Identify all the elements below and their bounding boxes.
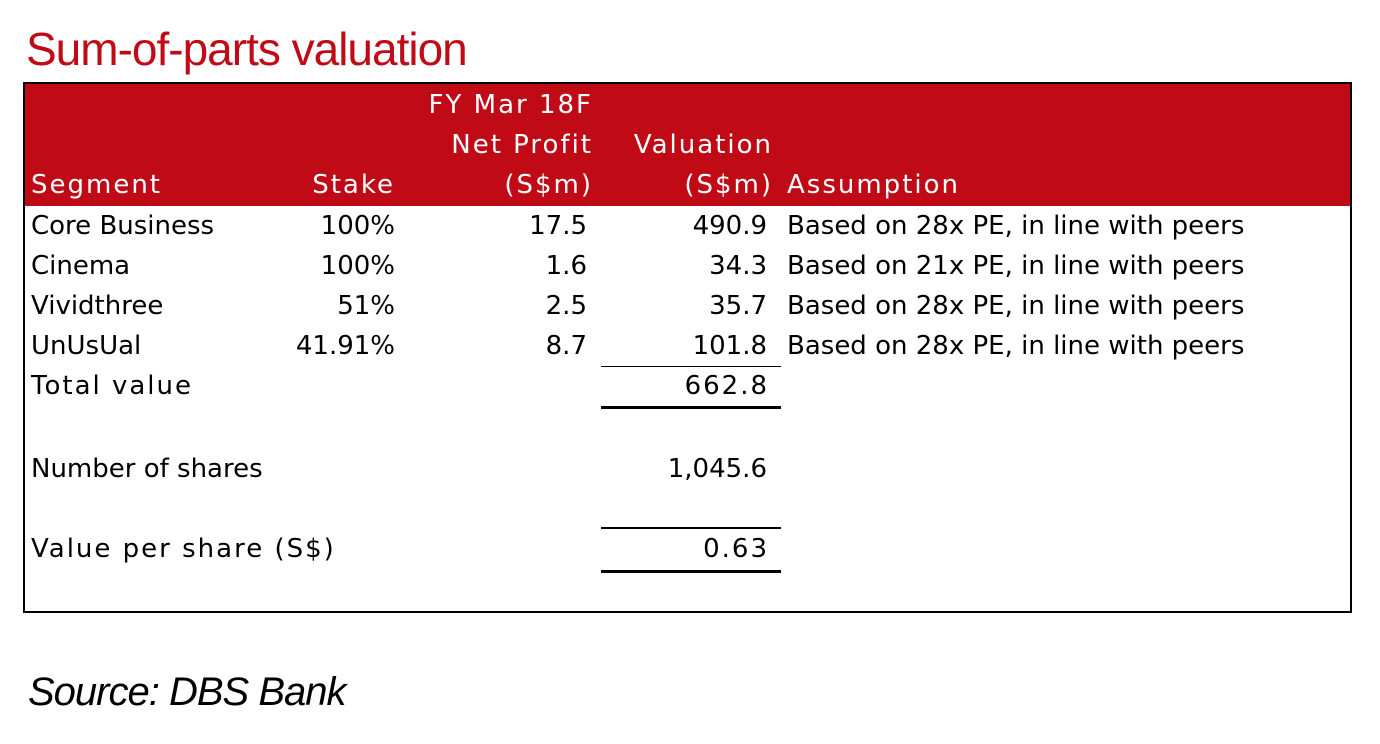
per-share-value: 0.63 [703,534,769,564]
header-net-profit-line1: FY Mar 18F [428,90,593,120]
table-header: FY Mar 18F Net Profit (S$m) Valuation (S… [25,84,1350,206]
segment-cell: Cinema [31,251,131,281]
page-title: Sum-of-parts valuation [26,23,468,75]
net-profit-cell: 8.7 [545,331,587,361]
assumption-cell: Based on 28x PE, in line with peers [787,331,1245,361]
header-valuation-line1: Valuation [633,130,773,160]
header-net-profit-line2: Net Profit [451,130,593,160]
header-valuation-line2: (S$m) [684,170,773,200]
segment-cell: Vividthree [31,291,164,321]
valuation-cell: 34.3 [709,251,767,281]
per-share-top-rule [601,527,781,529]
valuation-table: FY Mar 18F Net Profit (S$m) Valuation (S… [23,82,1352,613]
total-bottom-rule [601,406,781,409]
source-note: Source: DBS Bank [28,670,346,714]
header-segment: Segment [31,170,162,200]
stake-cell: 100% [320,211,395,241]
net-profit-cell: 1.6 [545,251,587,281]
header-assumption: Assumption [787,170,960,200]
assumption-cell: Based on 28x PE, in line with peers [787,211,1245,241]
stake-cell: 100% [320,251,395,281]
per-share-label: Value per share (S$) [31,534,336,564]
header-net-profit-line3: (S$m) [504,170,593,200]
net-profit-cell: 2.5 [545,291,587,321]
header-stake: Stake [312,170,395,200]
per-share-bottom-rule [601,570,781,573]
assumption-cell: Based on 21x PE, in line with peers [787,251,1245,281]
shares-label: Number of shares [31,454,263,484]
segment-cell: Core Business [31,211,215,241]
total-value: 662.8 [684,371,769,401]
valuation-cell: 490.9 [692,211,767,241]
segment-cell: UnUsUal [31,331,142,361]
valuation-cell: 101.8 [692,331,767,361]
net-profit-cell: 17.5 [529,211,587,241]
total-label: Total value [31,371,194,401]
stake-cell: 51% [337,291,395,321]
total-top-rule [601,366,781,367]
shares-value: 1,045.6 [667,454,767,484]
stake-cell: 41.91% [295,331,395,361]
valuation-cell: 35.7 [709,291,767,321]
assumption-cell: Based on 28x PE, in line with peers [787,291,1245,321]
